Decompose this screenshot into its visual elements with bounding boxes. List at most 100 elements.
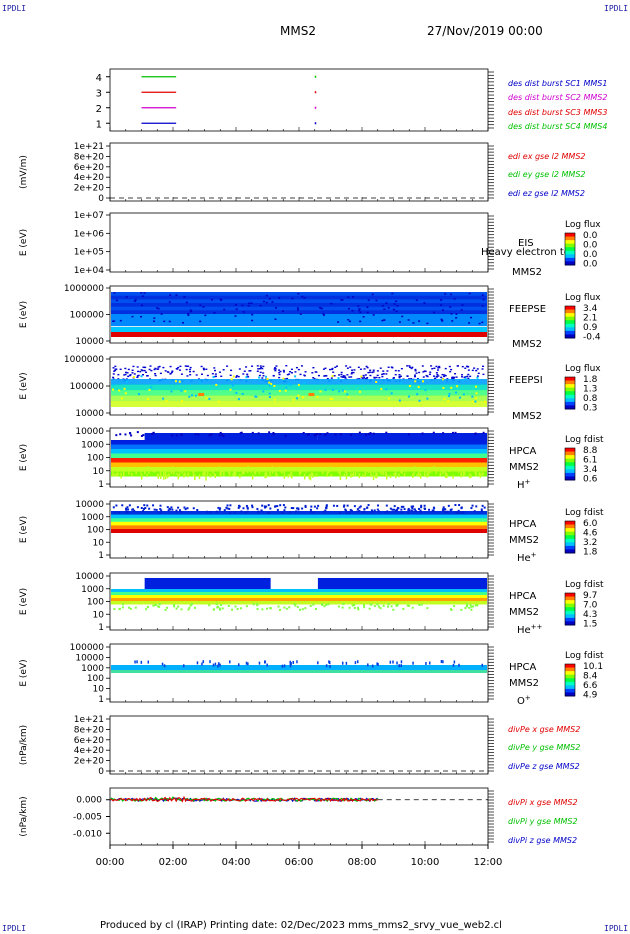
feepsi-speckle bbox=[438, 366, 441, 369]
divpi-legend-item: divPi z gse MMS2 bbox=[508, 836, 577, 845]
hpca-he-speckle bbox=[376, 508, 379, 511]
feepsi-speckle bbox=[456, 385, 459, 388]
feepsi-speckle bbox=[278, 371, 281, 374]
hpca-h-speckle bbox=[115, 467, 117, 472]
feepsi-speckle bbox=[229, 374, 232, 377]
hpca-hepp-speckle bbox=[187, 608, 190, 611]
hpca-h-speckle bbox=[446, 473, 448, 477]
hpca-o-colorbar-segment bbox=[565, 678, 575, 683]
hpca-he-speckle bbox=[126, 506, 129, 509]
hpca-h-speckle bbox=[309, 474, 312, 481]
feepsi-speckle bbox=[346, 393, 349, 396]
hpca-h-speckle bbox=[140, 468, 142, 472]
hpca-hepp-speckle bbox=[337, 605, 340, 608]
hpca-h-speckle bbox=[233, 470, 235, 477]
feepsi-speckle bbox=[156, 368, 159, 370]
hpca-hepp-speckle bbox=[118, 608, 121, 611]
feepsi-speckle bbox=[205, 397, 208, 400]
feepse-colorbar-segment bbox=[565, 323, 575, 328]
hpca-he-speckle bbox=[339, 511, 342, 514]
hpca-h-speckle bbox=[452, 474, 454, 479]
hpca-h-speckle bbox=[348, 467, 350, 472]
feepse-colorbar-frame bbox=[564, 305, 576, 339]
feepsi-speckle bbox=[450, 368, 453, 371]
feepsi-speckle bbox=[392, 377, 395, 379]
feepsi-speckle bbox=[126, 372, 129, 374]
hpca-h-speckle bbox=[413, 467, 416, 471]
hpca-h-speckle bbox=[177, 474, 180, 480]
feepsi-speckle bbox=[185, 365, 188, 367]
feepsi-speckle bbox=[352, 371, 355, 374]
hpca-h-speckle bbox=[385, 431, 388, 434]
hpca-o-colorbar-segment bbox=[565, 674, 575, 679]
feepsi-speckle bbox=[337, 377, 340, 380]
hpca-he-speckle bbox=[393, 505, 396, 508]
feepse-speckle bbox=[185, 301, 188, 304]
hpca-h-speckle bbox=[220, 471, 222, 477]
eis-colorbar-segment bbox=[565, 247, 575, 252]
hpca-h-speckle bbox=[228, 472, 231, 478]
feepsi-speckle bbox=[123, 374, 126, 376]
divpe-legend-item: divPe x gse MMS2 bbox=[508, 725, 580, 734]
feepsi-hotspot bbox=[308, 393, 315, 396]
hpca-he-speckle bbox=[238, 505, 241, 508]
feepsi-speckle bbox=[274, 368, 277, 370]
feepsi-speckle bbox=[262, 390, 265, 393]
feepsi-speckle bbox=[338, 390, 341, 393]
hpca-he-speckle bbox=[301, 507, 304, 510]
hpca-hepp-speckle bbox=[180, 608, 183, 611]
hpca-h-speckle bbox=[289, 467, 292, 470]
hpca-hepp-speckle bbox=[353, 604, 356, 607]
hpca-he-colorbar-tick: 6.0 bbox=[583, 519, 598, 529]
hpca-hepp-speckle bbox=[402, 607, 405, 610]
edi-legend-item: edi ez gse l2 MMS2 bbox=[508, 189, 585, 198]
feepse-band bbox=[111, 317, 487, 323]
hpca-h-speckle bbox=[299, 470, 301, 474]
hpca-h-speckle bbox=[228, 467, 231, 472]
feepse-speckle bbox=[297, 309, 300, 311]
feepsi-speckle bbox=[121, 397, 124, 400]
feepsi-speckle bbox=[249, 370, 252, 372]
feepse-speckle bbox=[271, 301, 274, 303]
feepsi-speckle bbox=[364, 378, 367, 380]
hpca-he-colorbar-segment bbox=[565, 531, 575, 536]
feepsi-colorbar-tick: 0.8 bbox=[583, 394, 598, 404]
hpca-hepp-speckle bbox=[460, 608, 463, 611]
feepsi-speckle bbox=[154, 374, 157, 377]
hpca-h-speckle bbox=[239, 474, 241, 479]
hpca-h-speckle bbox=[122, 474, 125, 477]
feepsi-speckle bbox=[449, 370, 452, 373]
hpca-o-colorbar-segment bbox=[565, 667, 575, 672]
hpca-hepp-speckle bbox=[239, 607, 242, 610]
feepsi-speckle bbox=[415, 372, 418, 374]
corner-label-top-left: IPDLI bbox=[2, 4, 27, 13]
hpca-he-speckle bbox=[400, 511, 403, 514]
feepse-speckle bbox=[470, 316, 473, 319]
feepsi-speckle bbox=[360, 376, 363, 379]
hpca-h-speckle bbox=[126, 466, 129, 472]
feepsi-speckle bbox=[408, 365, 411, 367]
hpca-h-colorbar-tick: 0.6 bbox=[583, 475, 598, 485]
hpca-hepp-speckle bbox=[173, 605, 176, 608]
feepsi-speckle bbox=[285, 365, 288, 367]
feepse-speckle bbox=[393, 303, 396, 305]
hpca-o-speckle bbox=[134, 660, 136, 664]
hpca-h-speckle bbox=[272, 431, 275, 434]
hpca-hepp-speckle bbox=[312, 603, 315, 606]
feepse-band bbox=[111, 299, 487, 305]
hpca-he-speckle bbox=[447, 504, 450, 507]
feepsi-speckle bbox=[438, 365, 441, 368]
feepse-speckle bbox=[168, 320, 171, 323]
hpca-he-speckle bbox=[183, 506, 186, 509]
feepse-speckle bbox=[451, 320, 454, 322]
hpca-h-speckle bbox=[120, 472, 122, 479]
hpca-o-speckle bbox=[442, 660, 444, 664]
feepse-speckle bbox=[347, 308, 350, 310]
feepsi-speckle bbox=[482, 373, 485, 376]
feepsi-speckle bbox=[268, 396, 271, 399]
hpca-hepp-speckle bbox=[266, 607, 269, 610]
hpca-h-speckle bbox=[350, 472, 352, 478]
hpca-h-spectrogram bbox=[111, 431, 487, 481]
feepsi-speckle bbox=[117, 378, 120, 380]
hpca-he-speckle bbox=[180, 510, 183, 513]
